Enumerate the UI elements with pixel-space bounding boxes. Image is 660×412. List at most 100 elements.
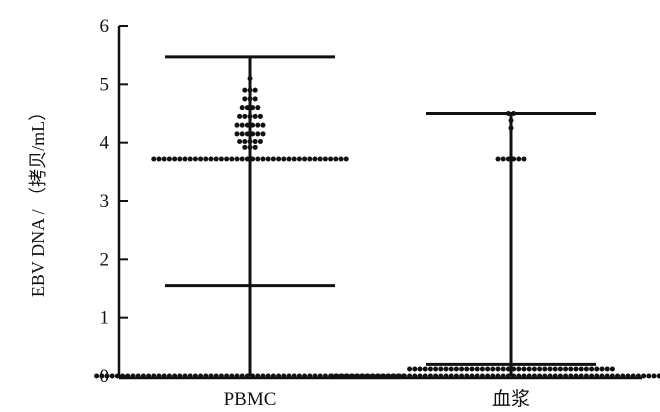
data-point-0-9-33 (322, 156, 328, 162)
data-point-1-5-26 (464, 373, 470, 379)
data-point-1-5-45 (563, 373, 569, 379)
y-tick-label-4: 4 (100, 133, 110, 154)
category-label-0: PBMC (224, 389, 277, 410)
data-point-0-10-18 (187, 373, 193, 379)
data-point-0-2-0 (242, 96, 248, 102)
data-point-1-5-4 (349, 373, 355, 379)
data-point-1-3-4 (516, 156, 522, 162)
data-point-1-5-51 (594, 373, 600, 379)
data-point-1-5-63 (656, 373, 660, 379)
data-point-1-5-61 (646, 373, 652, 379)
y-tick-label-1: 1 (100, 308, 110, 329)
data-point-1-4-11 (464, 366, 470, 372)
data-point-0-10-33 (265, 373, 271, 379)
data-point-1-5-42 (547, 373, 553, 379)
data-point-1-4-15 (485, 366, 491, 372)
data-point-0-10-23 (213, 373, 219, 379)
data-point-0-10-15 (172, 373, 178, 379)
data-point-0-10-4 (114, 373, 120, 379)
data-point-0-10-32 (260, 373, 266, 379)
data-point-1-4-27 (547, 366, 553, 372)
data-point-0-7-0 (237, 139, 243, 144)
data-point-1-5-43 (552, 373, 558, 379)
data-point-1-5-9 (375, 373, 381, 379)
data-point-1-4-29 (557, 366, 563, 372)
data-point-1-5-29 (479, 373, 485, 379)
data-point-0-10-14 (166, 373, 172, 379)
data-point-0-10-2 (104, 373, 110, 379)
data-point-1-4-23 (526, 366, 532, 372)
data-point-0-6-3 (250, 131, 256, 137)
data-point-0-9-35 (333, 156, 339, 162)
y-tick-label-3: 3 (100, 191, 110, 212)
data-point-0-10-40 (302, 373, 308, 379)
data-point-0-9-36 (338, 156, 344, 162)
data-point-0-10-42 (312, 373, 318, 379)
data-point-0-9-14 (224, 156, 230, 162)
data-point-0-3-1 (244, 105, 250, 111)
data-point-0-6-2 (244, 131, 250, 137)
data-point-1-5-1 (334, 373, 340, 379)
data-point-1-5-41 (542, 373, 548, 379)
data-point-0-10-43 (317, 373, 323, 379)
data-point-0-8-2 (252, 144, 258, 150)
data-point-1-5-49 (583, 373, 589, 379)
data-point-0-10-35 (276, 373, 282, 379)
data-point-0-10-44 (322, 373, 328, 379)
data-point-0-9-4 (172, 156, 178, 162)
data-point-0-9-32 (317, 156, 323, 162)
data-point-0-9-21 (260, 156, 266, 162)
data-point-0-10-0 (94, 373, 100, 379)
data-point-0-7-1 (242, 139, 248, 144)
category-labels: PBMC 血浆 (224, 388, 530, 410)
data-point-0-1-2 (252, 87, 258, 93)
data-point-0-10-9 (140, 373, 146, 379)
data-point-1-5-5 (355, 373, 361, 379)
data-point-1-5-18 (422, 373, 428, 379)
data-point-1-5-62 (651, 373, 657, 379)
data-point-1-5-59 (635, 373, 641, 379)
data-point-0-10-16 (177, 373, 183, 379)
data-point-1-4-14 (479, 366, 485, 372)
data-point-1-5-0 (329, 373, 335, 379)
data-point-1-5-36 (516, 373, 522, 379)
data-point-1-0-0 (505, 111, 511, 116)
data-point-1-5-32 (495, 373, 501, 379)
y-tick-label-6: 6 (100, 16, 110, 37)
data-point-0-10-19 (192, 373, 198, 379)
data-point-0-9-23 (270, 156, 276, 162)
data-point-1-3-3 (511, 156, 517, 162)
data-point-0-9-30 (307, 156, 313, 162)
data-point-1-5-52 (599, 373, 605, 379)
data-point-1-4-10 (459, 366, 465, 372)
data-point-0-7-3 (252, 139, 258, 144)
data-point-0-5-2 (244, 122, 250, 128)
data-point-0-4-4 (257, 113, 263, 119)
data-point-0-10-21 (203, 373, 209, 379)
data-point-1-5-13 (396, 373, 402, 379)
data-point-1-4-9 (453, 366, 459, 372)
data-point-1-2-0 (508, 125, 514, 131)
data-point-0-10-11 (151, 373, 157, 379)
data-point-0-6-1 (239, 131, 245, 137)
data-point-0-8-0 (242, 144, 248, 150)
data-point-1-5-47 (573, 373, 579, 379)
data-point-1-5-11 (386, 373, 392, 379)
data-point-1-5-37 (521, 373, 527, 379)
data-point-1-4-7 (443, 366, 449, 372)
data-point-0-10-37 (286, 373, 292, 379)
data-point-0-10-6 (125, 373, 131, 379)
data-point-0-0-0 (247, 76, 253, 81)
data-point-1-5-8 (370, 373, 376, 379)
data-point-0-5-5 (260, 122, 266, 128)
data-point-1-4-25 (537, 366, 543, 372)
data-point-1-5-12 (391, 373, 397, 379)
data-point-1-5-38 (526, 373, 532, 379)
data-point-1-5-33 (500, 373, 506, 379)
data-point-1-5-16 (412, 373, 418, 379)
data-point-0-9-19 (250, 156, 256, 162)
data-point-0-6-0 (234, 131, 240, 137)
data-point-0-9-5 (177, 156, 183, 162)
data-point-0-10-34 (270, 373, 276, 379)
data-point-1-4-34 (583, 366, 589, 372)
